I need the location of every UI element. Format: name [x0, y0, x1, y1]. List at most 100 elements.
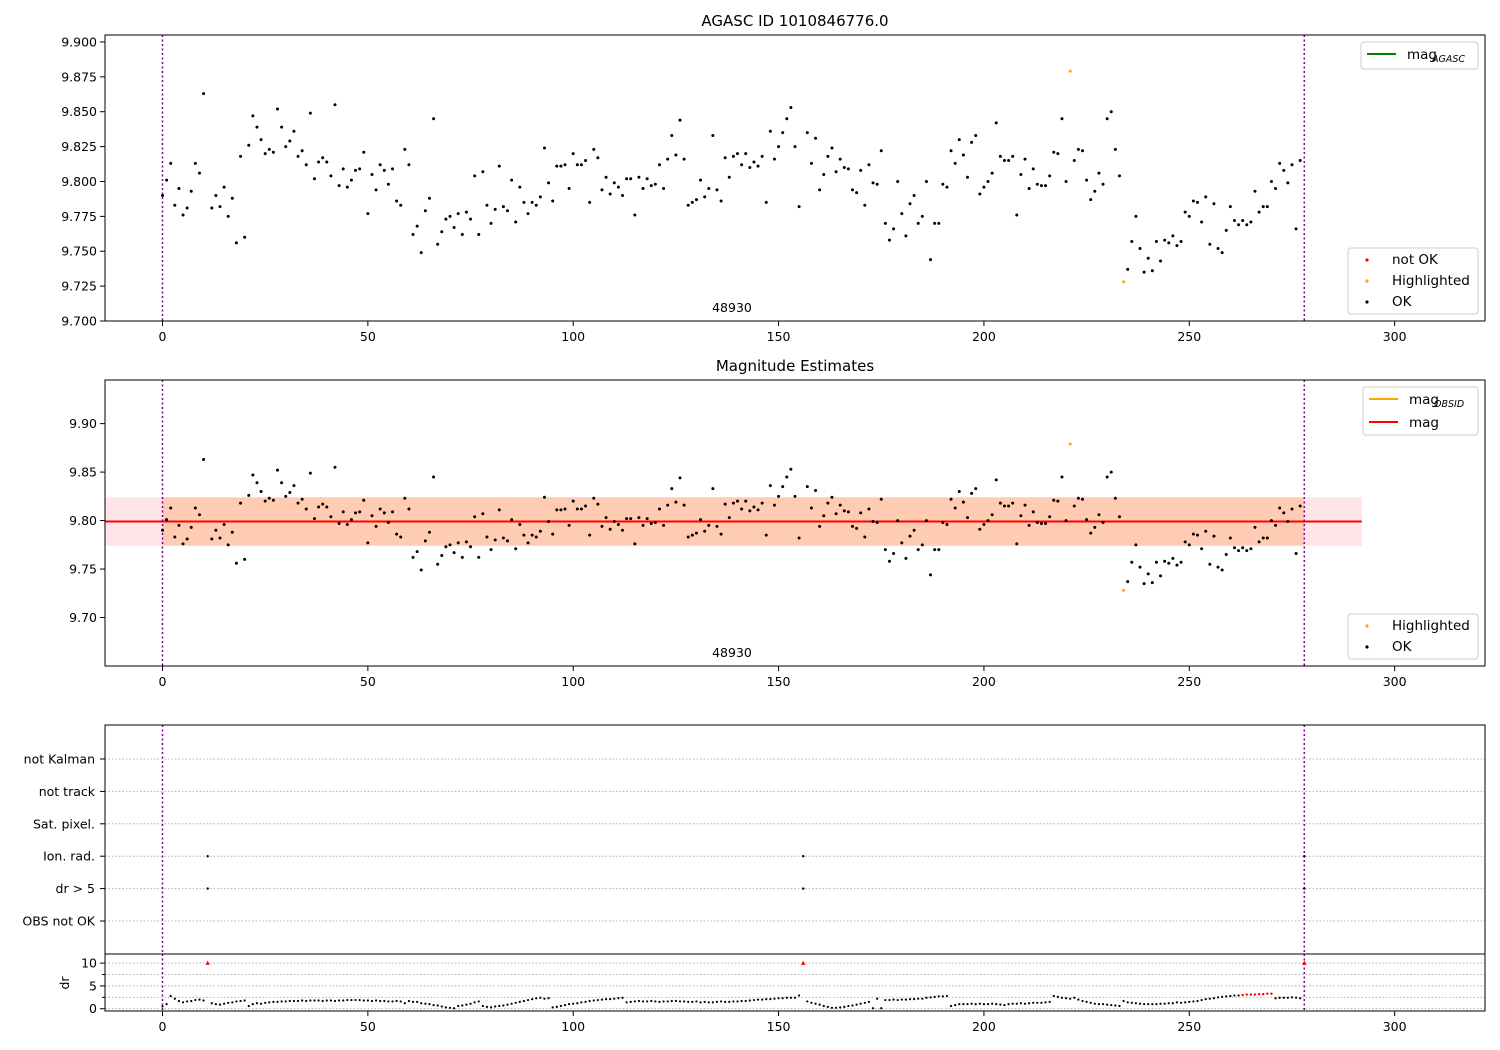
ok-point [986, 519, 990, 523]
ok-point [415, 224, 419, 228]
ok-point [378, 163, 382, 167]
dr-point [1151, 1003, 1154, 1006]
dr-point [1048, 1000, 1051, 1003]
ok-point [666, 157, 670, 161]
ok-point [1212, 202, 1216, 206]
dr-point [173, 997, 176, 1000]
ok-point [900, 541, 904, 545]
dr-axis-label: dr [57, 976, 72, 990]
dr-point [317, 999, 320, 1002]
dr-point [748, 999, 751, 1002]
x-tick-label: 200 [972, 329, 996, 344]
ok-point [497, 164, 501, 168]
dr-point [756, 998, 760, 1001]
ok-point [1085, 178, 1089, 182]
ok-point [851, 524, 854, 528]
ok-point [621, 193, 624, 197]
flag-point [802, 855, 805, 858]
ok-point [723, 156, 727, 160]
ok-point [641, 186, 645, 190]
ok-point [1081, 497, 1084, 501]
x-tick-label: 150 [767, 1019, 791, 1034]
ok-point [469, 545, 473, 549]
ok-point [239, 501, 243, 505]
x-tick-label: 200 [972, 1019, 996, 1034]
ok-point [185, 537, 189, 541]
dr-point [1085, 1000, 1088, 1003]
dr-point [551, 1006, 554, 1009]
ok-point [781, 131, 785, 135]
ok-point [300, 149, 304, 153]
ok-point [464, 540, 468, 544]
middle-panel-axes [104, 379, 1486, 667]
ok-point [308, 111, 312, 115]
top-panel-axes [104, 34, 1486, 322]
dr-point [736, 1000, 739, 1003]
ok-point [830, 495, 834, 499]
ok-point [460, 233, 464, 237]
dr-point [177, 999, 181, 1003]
ok-point [477, 555, 481, 559]
ok-point [284, 145, 288, 149]
ok-point [222, 185, 226, 189]
dr-point [818, 1003, 821, 1006]
ok-point [349, 178, 353, 182]
ok-point [276, 468, 279, 472]
flag-category-label: not track [39, 784, 96, 799]
x-tick-label: 100 [561, 1019, 585, 1034]
ok-point [711, 133, 715, 137]
ok-point [1081, 149, 1084, 153]
dr-point [986, 1003, 990, 1006]
ok-point [341, 167, 345, 171]
dr-point [580, 1001, 583, 1004]
dr-point [1221, 995, 1224, 998]
ok-point [575, 163, 579, 167]
dr-point [391, 1000, 394, 1003]
ok-point [694, 198, 698, 202]
dr-point [941, 995, 944, 998]
ok-point [399, 203, 403, 207]
ok-point [887, 238, 891, 242]
dr-point [568, 1003, 571, 1006]
dr-point [945, 994, 949, 998]
ok-point [892, 227, 896, 231]
dr-point [1286, 996, 1289, 999]
dr-point [1208, 997, 1211, 1000]
ok-point [727, 516, 731, 520]
ok-point [719, 199, 723, 203]
ok-point [1039, 184, 1043, 188]
ok-point [699, 518, 703, 522]
ok-point [571, 499, 575, 503]
dr-point [683, 1000, 686, 1003]
ok-point [805, 131, 809, 135]
dr-point [572, 1002, 575, 1005]
ok-point [469, 217, 473, 221]
dr-point [929, 996, 932, 999]
ok-point [1286, 520, 1290, 524]
dr-point [699, 1001, 702, 1004]
ok-point [296, 154, 300, 158]
dr-point [678, 1000, 682, 1003]
ok-point [579, 507, 583, 511]
dr-point [358, 998, 361, 1002]
ok-point [1105, 117, 1109, 121]
dr-point [1175, 1001, 1179, 1004]
dr-point [1032, 1001, 1035, 1004]
dr-point [814, 1002, 817, 1005]
ok-point [1183, 210, 1187, 214]
dr-point-flagged [1262, 992, 1265, 996]
ok-point [1113, 496, 1117, 500]
ok-point [214, 193, 218, 197]
ok-point [1224, 228, 1228, 232]
ok-point [588, 533, 592, 537]
dr-point [904, 998, 907, 1001]
ok-point [358, 167, 362, 171]
dr-point [777, 997, 780, 1000]
flags-panel-points [206, 855, 1306, 890]
ok-point [1035, 521, 1039, 525]
dr-point [847, 1004, 850, 1008]
middle-panel-line-legend: mag OBSID mag [1362, 386, 1479, 436]
dr-point [1278, 996, 1281, 999]
x-tick-label: 300 [1383, 329, 1407, 344]
